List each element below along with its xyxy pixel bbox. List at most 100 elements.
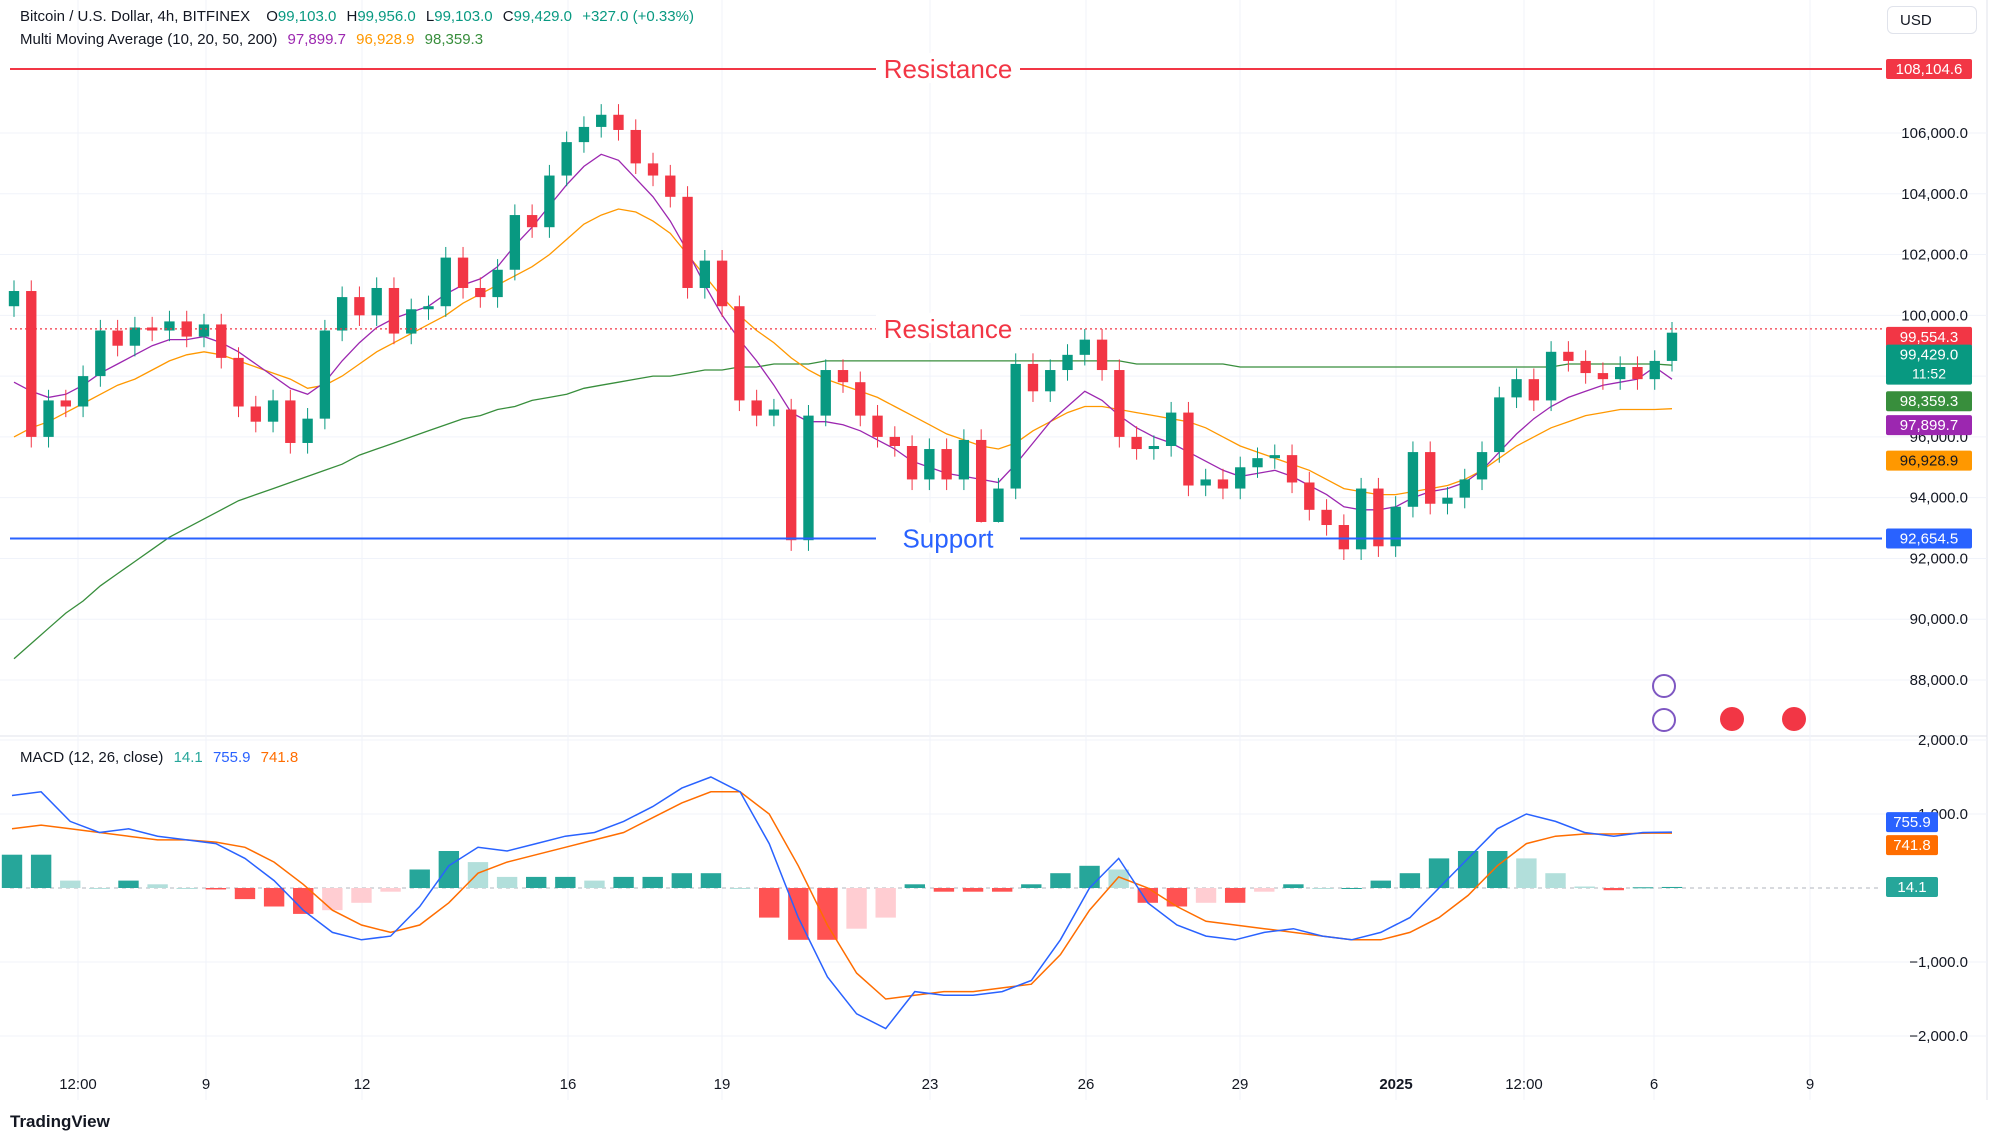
macd-hist-bar xyxy=(1224,888,1246,903)
macd-hist-bar xyxy=(555,876,576,888)
macd-hist-bar xyxy=(1457,851,1479,888)
macd-hist-bar xyxy=(60,880,81,888)
candle-body xyxy=(354,297,365,316)
macd-hist-bar xyxy=(1632,887,1654,889)
candle-body xyxy=(233,357,244,407)
candle-body xyxy=(630,129,641,164)
macd-hist-bar xyxy=(380,888,401,892)
candle-body xyxy=(872,415,883,437)
y-tick-label: 100,000.0 xyxy=(1901,307,1968,324)
x-tick-label: 9 xyxy=(202,1076,210,1093)
candle-body xyxy=(1338,525,1350,550)
candle-body xyxy=(544,175,555,228)
candle-body xyxy=(1476,452,1488,480)
candle-body xyxy=(285,400,296,443)
macd-hist-bar xyxy=(1166,888,1188,907)
candle-body xyxy=(716,260,728,307)
level-label-bg xyxy=(876,522,1020,553)
candle-body xyxy=(1528,379,1540,401)
candle-body xyxy=(26,291,37,437)
macd-hist-bar xyxy=(846,888,867,929)
candle-body xyxy=(1442,497,1453,504)
macd-price-tag xyxy=(1886,812,1938,833)
price-tag xyxy=(1886,59,1972,80)
tradingview-logo: TradingView xyxy=(10,1112,110,1132)
y-tick-label: 88,000.0 xyxy=(1910,672,1968,689)
candle-body xyxy=(1165,412,1177,447)
candle-body xyxy=(1425,452,1436,504)
macd-hist-bar xyxy=(30,854,52,888)
candle-body xyxy=(1096,339,1108,371)
candle-body xyxy=(1269,455,1280,459)
candle-body xyxy=(77,376,89,407)
ma20-line xyxy=(13,208,1673,496)
price-tag-value: 96,928.9 xyxy=(1900,453,1958,470)
macd-hist-bar xyxy=(293,888,314,914)
candle-body xyxy=(1027,363,1039,392)
ma200-line xyxy=(13,360,1673,660)
candle-body xyxy=(1286,455,1298,483)
candle-body xyxy=(1580,360,1591,374)
candle-body xyxy=(1649,360,1660,380)
macd-hist-bar xyxy=(1312,888,1333,889)
candle-body xyxy=(1511,379,1522,398)
candle-body xyxy=(1355,488,1367,550)
ma-legend-label: Multi Moving Average (10, 20, 50, 200) xyxy=(20,31,278,48)
macd-hist-bar xyxy=(671,873,693,888)
price-tag-value: 99,554.3 xyxy=(1900,329,1958,346)
candle-body xyxy=(1459,479,1470,498)
macd-hist-bar xyxy=(438,851,460,888)
currency-selector[interactable]: USD xyxy=(1887,6,1977,34)
macd-hist-value: 14.1 xyxy=(173,749,203,766)
macd-price-tag xyxy=(1886,835,1938,856)
macd-hist-bar xyxy=(1603,888,1624,891)
candle-body xyxy=(388,287,400,334)
candle-body xyxy=(440,257,451,307)
countdown-label: 11:52 xyxy=(1912,366,1946,382)
candle-body xyxy=(60,400,71,407)
candle-body xyxy=(578,126,590,143)
candle-body xyxy=(475,287,486,298)
macd-hist-bar xyxy=(409,869,430,888)
candle-body xyxy=(1235,467,1246,489)
macd-hist-bar xyxy=(642,876,663,888)
us-flag-icon xyxy=(1782,707,1806,731)
candle-body xyxy=(1615,366,1626,380)
macd-tick-label: −2,000.0 xyxy=(1909,1028,1968,1045)
macd-hist-bar xyxy=(234,888,256,900)
candle-body xyxy=(336,297,348,331)
candle-body xyxy=(682,196,693,288)
candle-body xyxy=(786,409,797,541)
candle-body xyxy=(993,488,1004,522)
macd-tick-label: 2,000.0 xyxy=(1918,732,1968,749)
candle-body xyxy=(751,400,762,416)
macd-hist-bar xyxy=(1050,873,1071,888)
symbol-legend: Bitcoin / U.S. Dollar, 4h, BITFINEX O99,… xyxy=(20,8,700,25)
y-tick-label: 104,000.0 xyxy=(1901,186,1968,203)
macd-price-tag-value: 741.8 xyxy=(1893,837,1931,854)
candle-body xyxy=(699,260,711,288)
macd-hist-bar xyxy=(1574,886,1595,888)
candle-body xyxy=(734,306,745,401)
candle-body xyxy=(250,406,261,422)
macd-hist-bar xyxy=(147,884,168,888)
macd-hist-bar xyxy=(1195,888,1217,903)
candle-body xyxy=(1079,339,1090,355)
y-tick-label: 90,000.0 xyxy=(1910,611,1968,628)
level-label-bg xyxy=(876,53,1020,84)
macd-line-value: 755.9 xyxy=(212,749,251,766)
candle-body xyxy=(613,114,624,130)
price-tag-value: 108,104.6 xyxy=(1896,61,1963,78)
ma20-value: 96,928.9 xyxy=(356,31,415,48)
candle-body xyxy=(112,330,123,346)
candle-body xyxy=(1217,479,1229,489)
macd-hist-bar xyxy=(1,854,23,888)
candle-body xyxy=(1114,370,1125,437)
macd-hist-bar xyxy=(759,888,780,918)
x-tick-label: 12:00 xyxy=(59,1076,97,1093)
symbol-title: Bitcoin / U.S. Dollar, 4h, BITFINEX xyxy=(20,8,251,25)
ma-legend: Multi Moving Average (10, 20, 50, 200) 9… xyxy=(20,31,489,48)
macd-hist-bar xyxy=(1137,888,1158,903)
macd-price-tag-value: 14.1 xyxy=(1897,879,1926,896)
